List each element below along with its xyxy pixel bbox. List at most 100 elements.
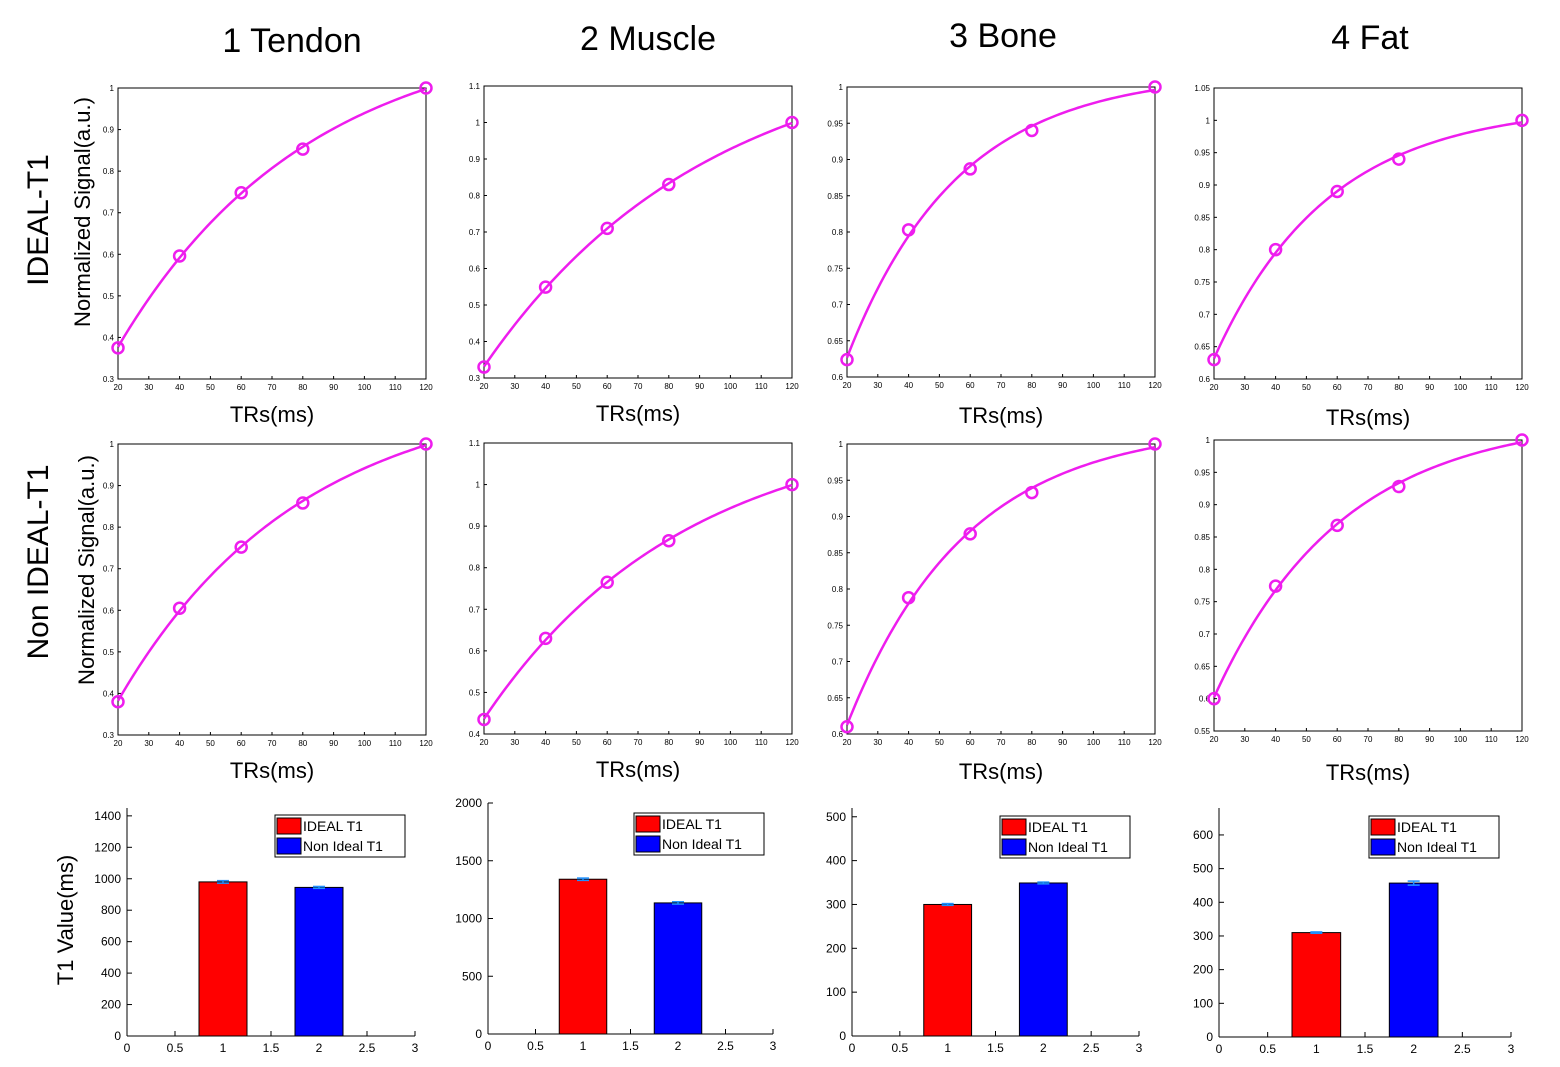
y-tick-label: 0.65 xyxy=(1194,343,1210,352)
plot-frame xyxy=(1213,439,1523,732)
y-tick-label: 1 xyxy=(110,84,115,93)
x-tick-label: 30 xyxy=(873,381,882,390)
y-tick-label: 0.75 xyxy=(827,264,843,273)
x-tick-label: 100 xyxy=(1454,383,1468,392)
legend-swatch-non-ideal xyxy=(635,835,661,853)
y-tick-label: 300 xyxy=(1193,929,1213,943)
chart-r0c0: 20 30 40 50 60 70 80 90 100 110 120 0.3 0.4 0.5 0.6 0.7… xyxy=(70,81,433,427)
y-tick-label: 0.65 xyxy=(827,694,843,703)
data-point-marker xyxy=(901,590,916,605)
legend-swatch-non-ideal xyxy=(1370,838,1396,856)
y-tick-label: 1400 xyxy=(94,809,121,823)
y-tick-label: 0.8 xyxy=(832,585,844,594)
y-tick-label: 0.75 xyxy=(1194,278,1210,287)
y-tick-label: 600 xyxy=(1193,828,1213,842)
x-tick-label: 90 xyxy=(1058,381,1067,390)
charts-layer: 20 30 40 50 60 70 80 90 100 110 1200.30.40.50.60.7… xyxy=(53,80,1529,1056)
legend: IDEAL T1 Non Ideal T1 xyxy=(999,815,1131,859)
y-tick-label: 0 xyxy=(1206,1030,1213,1044)
y-axis-label: Normalized Signal(a.u.) xyxy=(74,455,99,685)
data-point-marker xyxy=(840,720,854,734)
x-axis-label: TRs(ms) xyxy=(1326,760,1410,785)
y-tick-label: 400 xyxy=(826,854,846,868)
x-tick-label: 120 xyxy=(785,382,799,391)
x-tick-label: 1 xyxy=(220,1041,227,1055)
x-tick-label: 80 xyxy=(1394,383,1403,392)
data-point-marker xyxy=(172,601,187,615)
y-tick-label: 500 xyxy=(826,810,846,824)
plot-frame xyxy=(117,87,427,380)
x-tick-label: 120 xyxy=(1148,738,1162,747)
x-tick-label: 100 xyxy=(724,738,738,747)
y-tick-label: 800 xyxy=(101,903,121,917)
x-tick-label: 50 xyxy=(572,382,581,391)
y-tick-label: 1000 xyxy=(94,872,121,886)
x-tick-label: 30 xyxy=(1240,383,1249,392)
y-tick-label: 1 xyxy=(476,119,481,128)
y-tick-label: 0.3 xyxy=(469,374,481,383)
y-tick-label: 1 xyxy=(839,83,844,92)
y-tick-label: 0.7 xyxy=(103,565,115,574)
y-tick-label: 0.3 xyxy=(103,375,115,384)
x-tick-label: 60 xyxy=(603,382,612,391)
x-tick-label: 100 xyxy=(1087,738,1101,747)
bar-non-ideal-t1 xyxy=(1388,882,1439,1038)
x-tick-label: 110 xyxy=(1118,738,1131,747)
x-tick-label: 110 xyxy=(389,739,402,748)
x-tick-label: 70 xyxy=(997,738,1006,747)
x-tick-label: 80 xyxy=(664,738,673,747)
x-tick-label: 70 xyxy=(1364,735,1373,744)
y-tick-label: 0.9 xyxy=(1199,181,1211,190)
data-point-marker xyxy=(840,352,854,367)
data-point-marker xyxy=(785,115,799,130)
data-point-marker xyxy=(1330,518,1344,533)
y-tick-label: 0.7 xyxy=(469,228,481,237)
y-tick-label: 0.7 xyxy=(1199,310,1211,319)
x-tick-label: 50 xyxy=(1302,383,1311,392)
x-tick-label: 50 xyxy=(206,383,215,392)
x-tick-label: 120 xyxy=(1148,381,1162,390)
y-tick-label: 0.95 xyxy=(1194,149,1210,158)
x-tick-label: 3 xyxy=(1136,1041,1143,1055)
x-tick-label: 30 xyxy=(144,739,153,748)
x-tick-label: 80 xyxy=(1027,381,1036,390)
y-tick-label: 0.75 xyxy=(1194,598,1210,607)
x-tick-label: 20 xyxy=(843,381,852,390)
x-tick-label: 110 xyxy=(755,738,768,747)
y-tick-label: 0.6 xyxy=(103,606,115,615)
x-tick-label: 3 xyxy=(412,1041,419,1055)
data-point-marker xyxy=(419,81,433,95)
fit-curve-line xyxy=(1212,121,1523,359)
x-tick-label: 120 xyxy=(1515,735,1529,744)
plot-frame xyxy=(846,443,1156,735)
fit-curve-line xyxy=(1212,440,1523,698)
legend-swatch-ideal xyxy=(1001,818,1027,836)
chart-r1c0: 20 30 40 50 60 70 80 90 100 110 120 0.3 0.4 0.5 0.6 0.7… xyxy=(74,437,433,783)
data-point-marker xyxy=(477,360,491,374)
y-tick-label: 100 xyxy=(826,985,846,999)
plot-frame xyxy=(483,85,793,379)
x-tick-label: 2 xyxy=(1040,1041,1047,1055)
x-tick-label: 110 xyxy=(1118,381,1131,390)
x-tick-label: 50 xyxy=(935,738,944,747)
x-tick-label: 70 xyxy=(268,383,277,392)
x-tick-label: 80 xyxy=(1394,735,1403,744)
data-point-marker xyxy=(538,280,553,294)
y-tick-label: 0 xyxy=(475,1027,482,1041)
x-tick-label: 40 xyxy=(175,383,184,392)
column-title-tendon: 1 Tendon xyxy=(222,22,361,60)
chart-r1c2: 20 30 40 50 60 70 80 90 100 110 120 0.6 0.65 0.7 0.75 0… xyxy=(827,437,1162,784)
data-point-marker xyxy=(785,477,799,492)
column-title-bone: 3 Bone xyxy=(949,17,1057,55)
x-tick-label: 40 xyxy=(1271,735,1280,744)
x-axis-label: TRs(ms) xyxy=(230,758,314,783)
x-tick-label: 90 xyxy=(1425,383,1434,392)
bar-ideal-t1 xyxy=(923,903,973,1037)
chart-r0c2: 20 30 40 50 60 70 80 90 100 110 120 0.6 0.65 0.7 0.75 0… xyxy=(827,80,1162,428)
legend-swatch-non-ideal xyxy=(1001,838,1027,856)
x-tick-label: 50 xyxy=(572,738,581,747)
y-tick-label: 0.8 xyxy=(832,228,844,237)
x-tick-label: 2 xyxy=(675,1039,682,1053)
y-tick-label: 600 xyxy=(101,935,121,949)
data-point-marker xyxy=(1268,579,1283,593)
